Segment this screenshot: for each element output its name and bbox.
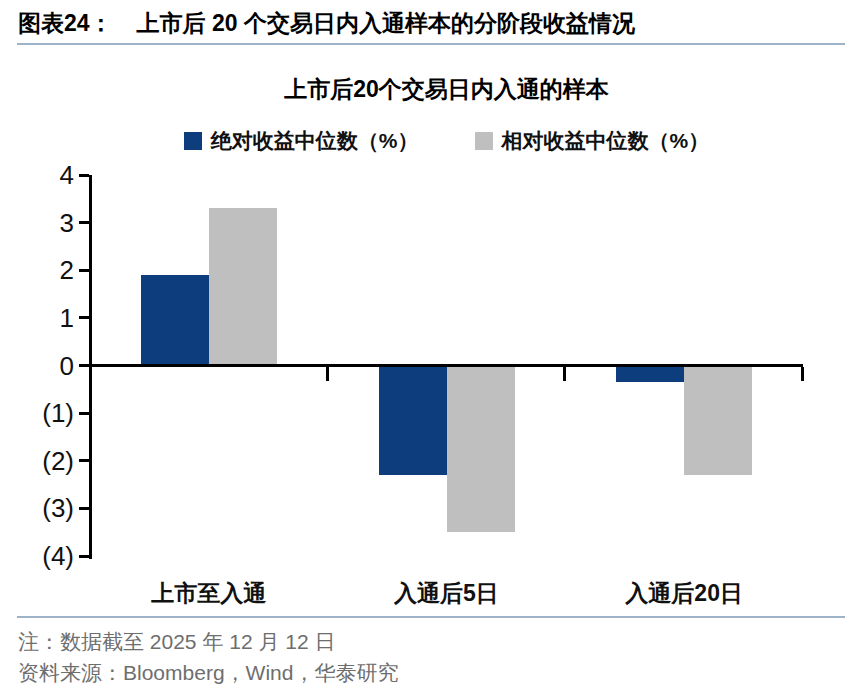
bar-chart-plot-area: 43210(1)(2)(3)(4)上市至入通入通后5日入通后20日: [90, 175, 803, 556]
y-axis-tick: [79, 507, 89, 510]
data-source-note: 资料来源：Bloomberg，Wind，华泰研究: [18, 659, 398, 687]
legend-label: 相对收益中位数（%）: [502, 127, 710, 155]
bar-relative-series: [209, 208, 277, 365]
legend-label: 绝对收益中位数（%）: [211, 127, 419, 155]
y-axis-tick-label: (3): [12, 493, 74, 523]
x-axis-tick: [326, 367, 329, 381]
chart-legend: 绝对收益中位数（%） 相对收益中位数（%）: [90, 127, 803, 155]
x-category-label: 入通后20日: [565, 578, 803, 609]
x-axis-tick: [801, 367, 804, 381]
footer-divider-line: [17, 616, 845, 618]
report-figure-page: 图表24： 上市后 20 个交易日内入通样本的分阶段收益情况 上市后20个交易日…: [0, 0, 856, 694]
header-divider-line: [17, 43, 845, 45]
y-axis-tick-label: (4): [12, 541, 74, 571]
x-axis-tick: [563, 367, 566, 381]
y-axis-tick: [79, 316, 89, 319]
x-category-label: 入通后5日: [328, 578, 566, 609]
y-axis-tick-label: (2): [12, 446, 74, 476]
x-axis-baseline: [89, 364, 803, 367]
bar-absolute-series: [141, 275, 209, 365]
bar-relative-series: [447, 366, 515, 533]
legend-swatch-icon: [184, 132, 202, 150]
y-axis-tick-label: 1: [12, 303, 74, 333]
y-axis-tick: [79, 412, 89, 415]
bar-relative-series: [684, 366, 752, 476]
data-cutoff-note: 注：数据截至 2025 年 12 月 12 日: [18, 628, 335, 656]
bar-absolute-series: [379, 366, 447, 476]
figure-header: 图表24： 上市后 20 个交易日内入通样本的分阶段收益情况: [18, 8, 635, 39]
legend-item-absolute: 绝对收益中位数（%）: [184, 127, 419, 155]
figure-number-label: 图表24：: [18, 8, 113, 39]
y-axis-tick: [79, 174, 89, 177]
y-axis-tick: [79, 221, 89, 224]
y-axis-line: [89, 175, 92, 559]
y-axis-tick: [79, 555, 89, 558]
y-axis-tick-label: 4: [12, 160, 74, 190]
y-axis-tick: [79, 269, 89, 272]
y-axis-tick-label: 0: [12, 351, 74, 381]
x-category-label: 上市至入通: [90, 578, 328, 609]
bar-absolute-series: [616, 366, 684, 383]
y-axis-tick-label: (1): [12, 398, 74, 428]
figure-title: 上市后 20 个交易日内入通样本的分阶段收益情况: [137, 8, 635, 39]
y-axis-tick-label: 3: [12, 208, 74, 238]
chart-title: 上市后20个交易日内入通的样本: [90, 74, 803, 105]
legend-swatch-icon: [475, 132, 493, 150]
y-axis-tick-label: 2: [12, 255, 74, 285]
legend-item-relative: 相对收益中位数（%）: [475, 127, 710, 155]
y-axis-tick: [79, 459, 89, 462]
y-axis-tick: [79, 364, 89, 367]
